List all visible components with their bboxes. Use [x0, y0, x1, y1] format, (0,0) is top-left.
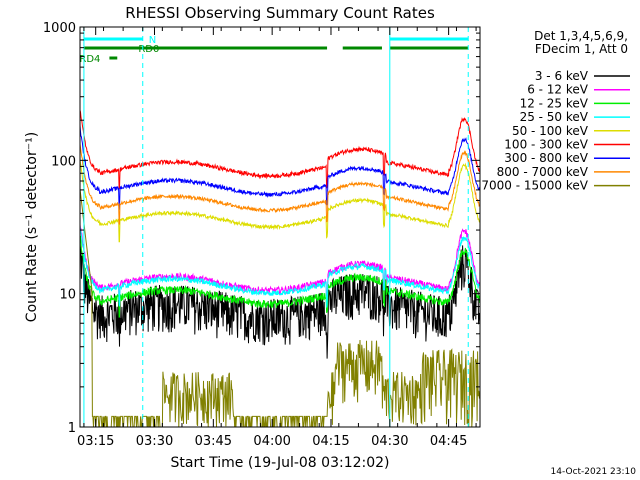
series-line: [80, 159, 480, 243]
series-line: [80, 188, 480, 427]
x-tick-label: 04:30: [371, 434, 408, 449]
y-axis-label: Count Rate (s⁻¹ detector⁻¹): [24, 132, 40, 322]
legend: Det 1,3,4,5,6,9, FDecim 1, Att 0 3 - 6 k…: [481, 29, 630, 193]
flag-label: RD0: [138, 44, 159, 55]
legend-entry-label: 300 - 800 keV: [504, 151, 588, 165]
flag-label: N: [149, 35, 156, 46]
y-tick-label: 10: [59, 288, 76, 303]
footer-date: 14-Oct-2021 23:10: [551, 467, 637, 477]
series-line: [80, 110, 480, 190]
x-tick-label: 03:30: [136, 434, 173, 449]
y-tick-label: 100: [51, 154, 76, 169]
legend-entry-label: 12 - 25 keV: [520, 96, 589, 110]
x-tick-label: 04:15: [312, 434, 349, 449]
legend-header-1: Det 1,3,4,5,6,9,: [534, 29, 628, 43]
y-tick-label: 1000: [43, 21, 76, 36]
legend-entry-label: 25 - 50 keV: [520, 110, 589, 124]
legend-entry-label: 100 - 300 keV: [504, 138, 588, 152]
legend-entry-label: 3 - 6 keV: [535, 69, 589, 83]
x-tick-label: 03:15: [77, 434, 114, 449]
legend-entry-label: 6 - 12 keV: [527, 83, 589, 97]
axes: 03:15 03:30 03:45 04:00 04:15 04:30 04:45 1 10 10…: [43, 21, 480, 449]
x-axis-label: Start Time (19-Jul-08 03:12:02): [170, 455, 389, 471]
series-layer: [80, 110, 480, 427]
y-tick-label: 1: [68, 421, 76, 436]
series-line: [80, 243, 480, 359]
legend-entry-label: 800 - 7000 keV: [497, 165, 589, 179]
legend-entry-label: 7000 - 15000 keV: [481, 179, 588, 193]
legend-entry-label: 50 - 100 keV: [512, 124, 589, 138]
series-line: [80, 125, 480, 211]
series-line: [80, 235, 480, 318]
series-line: [80, 143, 480, 226]
legend-header-2: FDecim 1, Att 0: [535, 42, 628, 56]
chart-title: RHESSI Observing Summary Count Rates: [125, 4, 435, 22]
vertical-markers: [83, 27, 469, 427]
x-tick-label: 04:00: [253, 434, 290, 449]
flag-label: RD4: [79, 54, 100, 65]
x-tick-label: 03:45: [195, 434, 232, 449]
series-line: [80, 225, 480, 308]
x-tick-label: 04:45: [430, 434, 467, 449]
